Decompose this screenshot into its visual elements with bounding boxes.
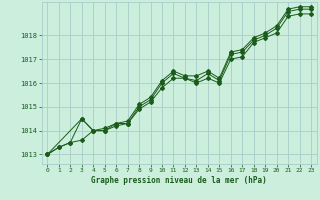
X-axis label: Graphe pression niveau de la mer (hPa): Graphe pression niveau de la mer (hPa)	[91, 176, 267, 185]
